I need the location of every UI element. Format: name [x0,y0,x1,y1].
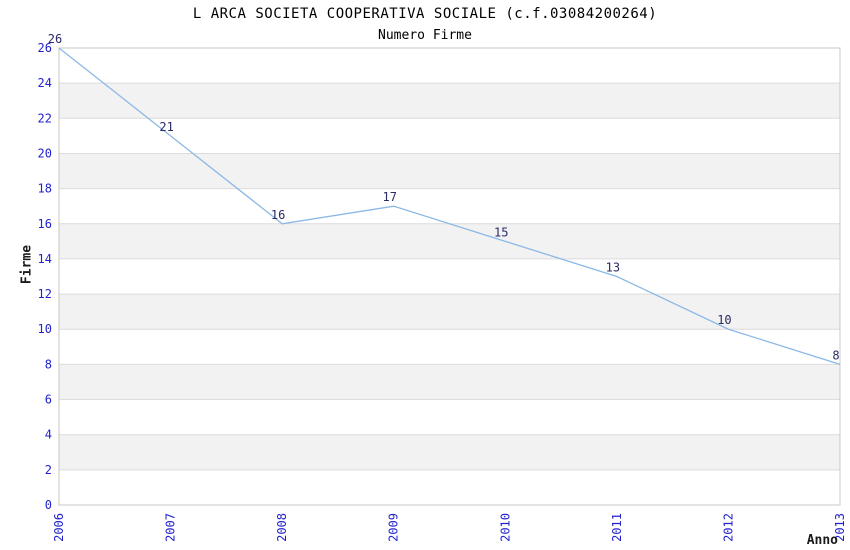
data-point-label: 21 [159,120,173,134]
y-tick-label: 10 [38,322,52,336]
plot-band [59,258,840,295]
y-tick-label: 16 [38,217,52,231]
y-tick-label: 8 [45,357,52,371]
x-tick-label: 2009 [387,513,401,542]
plot-band [59,399,840,435]
plot-band [59,223,840,259]
y-axis-title: Firme [19,244,35,285]
y-tick-label: 12 [38,287,52,301]
y-tick-label: 24 [38,76,52,90]
y-tick-label: 22 [38,111,52,125]
plot-band [59,434,840,470]
chart-title: L ARCA SOCIETA COOPERATIVA SOCIALE (c.f.… [192,6,658,22]
x-tick-label: 2007 [164,513,178,542]
plot-band [59,118,840,154]
data-point-label: 10 [717,313,731,327]
data-line [58,47,841,366]
plot-band [59,364,840,400]
x-axis-title: Anno [806,533,838,548]
plot-band [59,329,840,365]
y-tick-label: 2 [45,463,52,477]
plot-band [59,188,840,224]
y-tick-label: 14 [38,252,52,266]
chart-subtitle: Numero Firme [378,28,472,43]
plot-border [58,47,841,506]
y-tick-label: 18 [38,182,52,196]
plot-band [59,48,840,84]
y-tick-label: 6 [45,393,52,407]
y-tick-label: 20 [38,146,52,160]
data-point-label: 17 [382,190,396,204]
x-tick-label: 2013 [833,513,847,542]
data-point-label: 16 [271,208,285,222]
data-point-label: 13 [606,261,620,275]
plot-band [59,153,840,189]
y-tick-label: 0 [45,498,52,512]
plot-band [59,469,840,505]
x-tick-label: 2010 [498,513,512,542]
plot-band [59,294,840,330]
y-tick-label: 26 [38,41,52,55]
x-tick-label: 2011 [610,513,624,542]
x-tick-label: 2008 [275,513,289,542]
x-tick-label: 2012 [721,513,735,542]
data-point-label: 26 [48,32,62,46]
data-point-label: 15 [494,225,508,239]
y-tick-label: 4 [45,428,52,442]
plot-band [59,83,840,119]
data-point-label: 8 [832,348,839,362]
x-tick-label: 2006 [52,513,66,542]
